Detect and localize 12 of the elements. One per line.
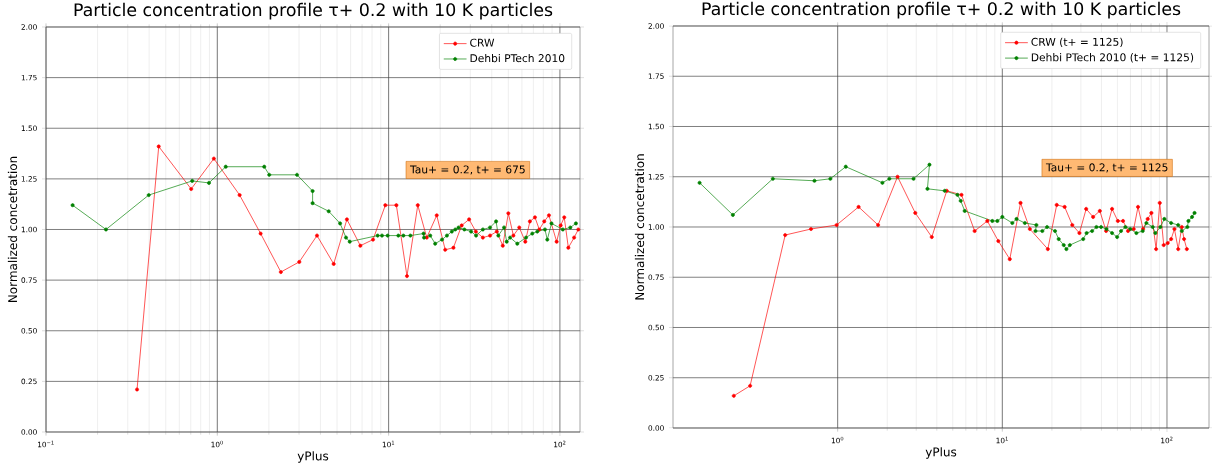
legend-label: Dehbi PTech 2010 (t+ = 1125) (1031, 53, 1194, 63)
chart-title: Particle concentration profile τ+ 0.2 with 10 K particles (74, 2, 553, 20)
annotation: Tau+ = 0.2, t+ = 675 (410, 165, 525, 175)
y-axis-title: Normalized concetration (7, 156, 18, 303)
chart-title: Particle concentration profile τ+ 0.2 with 10 K particles (702, 1, 1181, 19)
legend-label: CRW (t+ = 1125) (1031, 37, 1123, 48)
legend-label: Dehbi PTech 2010 (470, 53, 565, 63)
x-axis-title: yPlus (297, 451, 329, 463)
y-axis-title: Normalized concetration (634, 154, 645, 300)
annotation: Tau+ = 0.2, t+ = 1125 (1045, 163, 1168, 173)
legend-label: CRW (470, 38, 495, 47)
x-axis-title: yPlus (925, 447, 957, 459)
